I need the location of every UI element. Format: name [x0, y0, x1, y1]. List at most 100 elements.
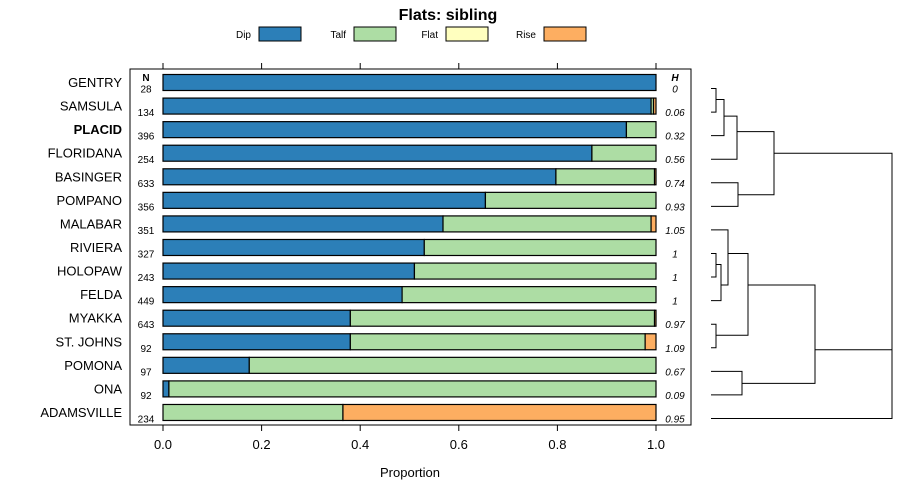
dendrogram-branch	[711, 115, 738, 160]
category-label: POMPANO	[57, 193, 123, 208]
n-value: 97	[140, 367, 152, 378]
dendrogram-branch	[737, 131, 775, 196]
dendrogram-branch	[711, 229, 729, 286]
n-value: 356	[138, 202, 155, 213]
h-value: 0.95	[665, 414, 685, 425]
h-header: H	[671, 73, 679, 84]
bar-segment-rise	[644, 333, 657, 351]
bar-segment-dip	[162, 380, 170, 398]
h-value: 1	[672, 297, 678, 308]
bar-segment-talf	[162, 403, 344, 422]
row-st-johns: ST. JOHNS 92 1.09	[56, 333, 685, 355]
legend: Dip Talf Flat Rise	[236, 26, 587, 42]
h-value: 1.05	[665, 226, 685, 237]
bar-segment-dip	[162, 215, 444, 233]
x-tick-label: 0.0	[154, 437, 172, 452]
bar-segment-talf	[248, 356, 657, 374]
category-label: FELDA	[80, 287, 122, 302]
bar-segment-dip	[162, 238, 425, 257]
bar-segment-rise	[342, 403, 657, 422]
x-tick-label: 1.0	[647, 437, 665, 452]
x-tick-label: 0.8	[548, 437, 566, 452]
h-value: 0.56	[665, 155, 685, 166]
bar-segment-talf	[423, 238, 657, 257]
bar-segment-dip	[162, 333, 351, 351]
legend-swatch-dip	[258, 26, 302, 42]
x-axis: 0.0 0.2 0.4 0.6 0.8 1.0	[154, 63, 665, 452]
n-value: 243	[138, 273, 155, 284]
n-value: 92	[140, 391, 152, 402]
legend-swatch-flat	[445, 26, 489, 42]
n-value: 92	[140, 344, 152, 355]
legend-swatch-talf	[353, 26, 397, 42]
bar-segment-dip	[162, 356, 250, 374]
n-value: 351	[138, 226, 155, 237]
n-value: 396	[138, 132, 155, 143]
row-placid: PLACID 396 0.32	[74, 121, 685, 143]
bar-segment-talf	[484, 191, 657, 209]
bar-segment-talf	[442, 215, 652, 233]
row-adamsville: ADAMSVILLE 234 0.95	[40, 403, 685, 425]
bar-segment-dip	[162, 97, 652, 115]
dendrogram-branch	[711, 370, 743, 396]
category-label: FLORIDANA	[48, 146, 123, 161]
bar-segment-dip	[162, 262, 416, 280]
h-value: 0.67	[665, 367, 685, 378]
x-tick-label: 0.2	[253, 437, 271, 452]
h-value: 0.97	[665, 320, 685, 331]
category-label: ADAMSVILLE	[40, 405, 122, 420]
dendrogram-branch	[711, 263, 722, 302]
legend-label-talf: Talf	[330, 30, 346, 41]
dendrogram-branch	[711, 182, 739, 207]
dendrogram-branch	[742, 284, 816, 384]
row-malabar: MALABAR 351 1.05	[60, 215, 685, 237]
dendrogram-branch	[716, 252, 749, 336]
n-value: 327	[138, 249, 155, 260]
n-value: 28	[140, 85, 152, 96]
h-value: 0	[672, 85, 678, 96]
legend-label-dip: Dip	[236, 30, 251, 41]
x-tick-label: 0.4	[351, 437, 369, 452]
bar-segment-talf	[168, 380, 657, 398]
dendrogram-branch	[711, 88, 717, 113]
bar-segment-dip	[162, 144, 593, 162]
category-label: ONA	[94, 381, 123, 396]
chart-title: Flats: sibling	[399, 7, 498, 24]
category-label: PLACID	[74, 122, 122, 137]
bar-segment-talf	[349, 333, 646, 351]
row-felda: FELDA 449 1	[80, 286, 678, 308]
legend-label-rise: Rise	[516, 30, 536, 41]
plot-frame	[129, 68, 692, 426]
row-ona: ONA 92 0.09	[94, 380, 685, 402]
category-label: MYAKKA	[69, 311, 123, 326]
dendrogram-branch	[711, 99, 725, 137]
category-label: ST. JOHNS	[56, 334, 123, 349]
row-samsula: SAMSULA 134 0.06	[60, 97, 685, 119]
category-label: MALABAR	[60, 216, 122, 231]
n-value: 633	[138, 179, 155, 190]
h-value: 1	[672, 249, 678, 260]
bar-segment-dip	[162, 73, 657, 92]
n-value: 643	[138, 320, 155, 331]
h-value: 0.74	[665, 179, 685, 190]
n-value: 254	[138, 155, 155, 166]
h-value: 1	[672, 273, 678, 284]
category-label: HOLOPAW	[57, 264, 123, 279]
legend-swatch-rise	[543, 26, 587, 42]
bar-segment-dip	[162, 168, 557, 186]
bar-segment-talf	[413, 262, 657, 280]
bar-segment-talf	[555, 168, 656, 186]
bar-segment-talf	[625, 121, 657, 139]
n-value: 134	[138, 108, 155, 119]
bar-segment-talf	[591, 144, 657, 162]
category-label: BASINGER	[55, 169, 122, 184]
dendrogram-branch	[711, 152, 893, 419]
dendrogram-branch	[711, 323, 717, 349]
h-value: 1.09	[665, 344, 685, 355]
bar-segment-dip	[162, 309, 351, 327]
bar-segment-rise	[650, 215, 657, 233]
bar-segment-rise	[653, 309, 657, 327]
row-basinger: BASINGER 633 0.74	[55, 168, 685, 190]
